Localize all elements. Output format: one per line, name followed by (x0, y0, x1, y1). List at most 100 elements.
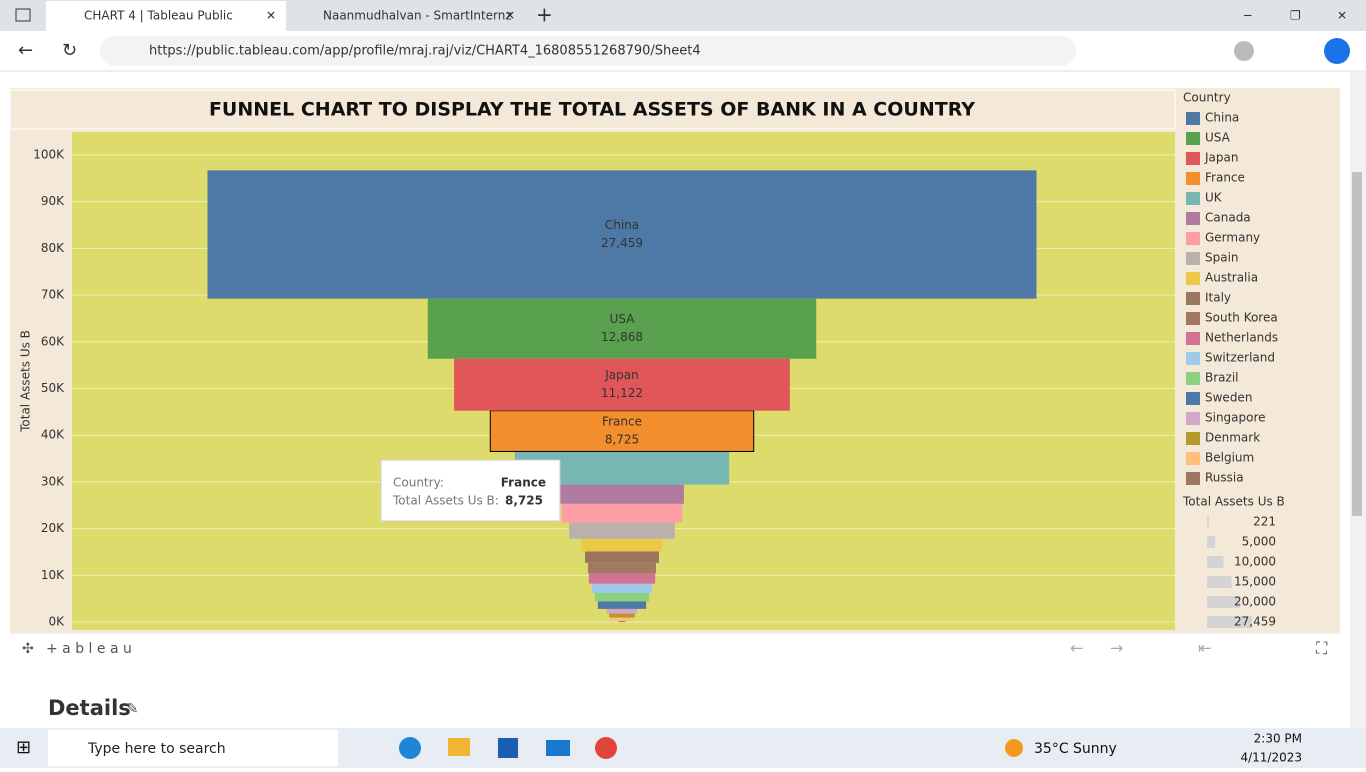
y-tick-label: 0K (48, 615, 65, 629)
bar-category-label: France (602, 415, 642, 429)
y-tick-label: 10K (41, 568, 65, 582)
legend-label: Denmark (1205, 431, 1260, 445)
profile[interactable] (1234, 41, 1254, 61)
clock-date[interactable]: 4/11/2023 (1240, 751, 1302, 765)
funnel-bar (594, 592, 650, 602)
tab-menu-icon[interactable] (15, 8, 31, 22)
funnel-bar (609, 613, 635, 618)
maximize[interactable]: ❐ (1290, 9, 1301, 23)
legend-swatch (1186, 132, 1200, 145)
back-button[interactable]: ← (18, 40, 33, 61)
legend-swatch (1186, 192, 1200, 205)
size-legend-label: 10,000 (1234, 555, 1276, 569)
legend-label: Russia (1205, 471, 1244, 485)
funnel-bar (581, 538, 663, 552)
reset[interactable]: ⇤ (1198, 639, 1211, 658)
scroll-thumb[interactable] (1352, 172, 1362, 516)
weather[interactable]: 35°C Sunny (1034, 741, 1117, 757)
y-tick-label: 30K (41, 474, 65, 488)
bar-value-label: 27,459 (601, 236, 643, 250)
title-box (9, 89, 1176, 130)
legend-label: Canada (1205, 211, 1251, 225)
legend-swatch (1186, 252, 1200, 265)
funnel-bar (606, 608, 638, 614)
legend-label: Germany (1205, 231, 1260, 245)
bing-button[interactable] (1324, 38, 1350, 64)
funnel-bar (454, 358, 790, 411)
bar-category-label: USA (610, 312, 636, 326)
redo[interactable]: → (1110, 639, 1123, 658)
size-legend-title: Total Assets Us B (1182, 495, 1285, 509)
tab-title[interactable]: Naanmudhalvan - SmartInternz (323, 9, 512, 23)
fullscreen[interactable]: ⛶ (1316, 639, 1328, 658)
size-legend-mark (1207, 516, 1209, 528)
clock-time[interactable]: 2:30 PM (1254, 732, 1302, 746)
tableau-logo-text[interactable]: + a b l e a u (46, 641, 132, 657)
legend-label: Japan (1204, 151, 1238, 165)
close-window[interactable]: ✕ (1337, 9, 1347, 23)
size-legend-label: 221 (1253, 515, 1276, 529)
tooltip-label: Country: (393, 476, 444, 490)
y-tick-label: 60K (41, 334, 65, 348)
legend-box (1180, 90, 1340, 484)
funnel-bar (588, 562, 656, 574)
start-button[interactable]: ⊞ (16, 737, 31, 758)
new-tab[interactable]: + (536, 3, 553, 27)
tab-close[interactable]: ✕ (266, 9, 276, 23)
search-placeholder: Type here to search (87, 741, 226, 757)
chrome-icon[interactable] (595, 737, 617, 759)
tooltip-value: 8,725 (505, 494, 543, 508)
legend-swatch (1186, 372, 1200, 385)
legend-label: USA (1205, 131, 1231, 145)
chart: 0K 10K 20K 30K 40K 50K 60K 70K 80K 90K 100K France 8… (33, 111, 1278, 629)
weather-icon (1005, 739, 1023, 757)
address-bar[interactable] (100, 36, 1076, 66)
legend-label: China (1205, 111, 1239, 125)
legend-swatch (1186, 152, 1200, 165)
tableau-logo[interactable]: ✣ (22, 641, 34, 657)
search-box[interactable] (48, 730, 338, 766)
explorer-icon[interactable] (448, 738, 470, 756)
y-tick-label: 70K (41, 288, 65, 302)
funnel-bar (427, 298, 817, 359)
store-icon[interactable] (498, 738, 518, 758)
size-legend-mark (1207, 616, 1252, 628)
legend-swatch (1186, 172, 1200, 185)
mail-icon[interactable] (546, 740, 570, 756)
size-legend-mark (1207, 556, 1224, 568)
tab-title: CHART 4 | Tableau Public (84, 9, 233, 23)
size-legend-mark (1207, 576, 1232, 588)
bar-category-label: Japan (604, 368, 638, 382)
edge-icon[interactable] (399, 737, 421, 759)
minimize[interactable]: ─ (1243, 9, 1252, 23)
y-axis-title: Total Assets Us B (19, 330, 33, 433)
funnel-bar (618, 621, 626, 623)
reload-button[interactable]: ↻ (62, 40, 77, 61)
bar-category-label: China (605, 218, 639, 232)
size-legend-label: 15,000 (1234, 575, 1276, 589)
details-heading: Details (48, 696, 131, 720)
legend-label: Netherlands (1205, 331, 1278, 345)
legend-label: Australia (1205, 271, 1258, 285)
legend-title: Country (1183, 91, 1231, 105)
legend-swatch (1186, 212, 1200, 225)
active-tab[interactable] (46, 1, 286, 31)
tooltip-value: France (501, 476, 546, 490)
legend-label: Italy (1205, 291, 1231, 305)
y-tick-label: 80K (41, 241, 65, 255)
edit-icon[interactable]: ✎ (126, 700, 139, 718)
y-tick-label: 20K (41, 521, 65, 535)
bar-value-label: 11,122 (601, 386, 643, 400)
legend-label: UK (1205, 191, 1223, 205)
bar-value-label: 8,725 (605, 433, 639, 447)
legend-label: Singapore (1205, 411, 1266, 425)
legend-label: Switzerland (1205, 351, 1275, 365)
tab-close[interactable]: ✕ (505, 9, 515, 23)
size-legend-label: 27,459 (1234, 615, 1276, 629)
undo[interactable]: ← (1070, 639, 1083, 658)
legend-swatch (1186, 452, 1200, 465)
size-legend-label: 5,000 (1242, 535, 1276, 549)
legend-label: Belgium (1205, 451, 1254, 465)
legend-swatch (1186, 392, 1200, 405)
